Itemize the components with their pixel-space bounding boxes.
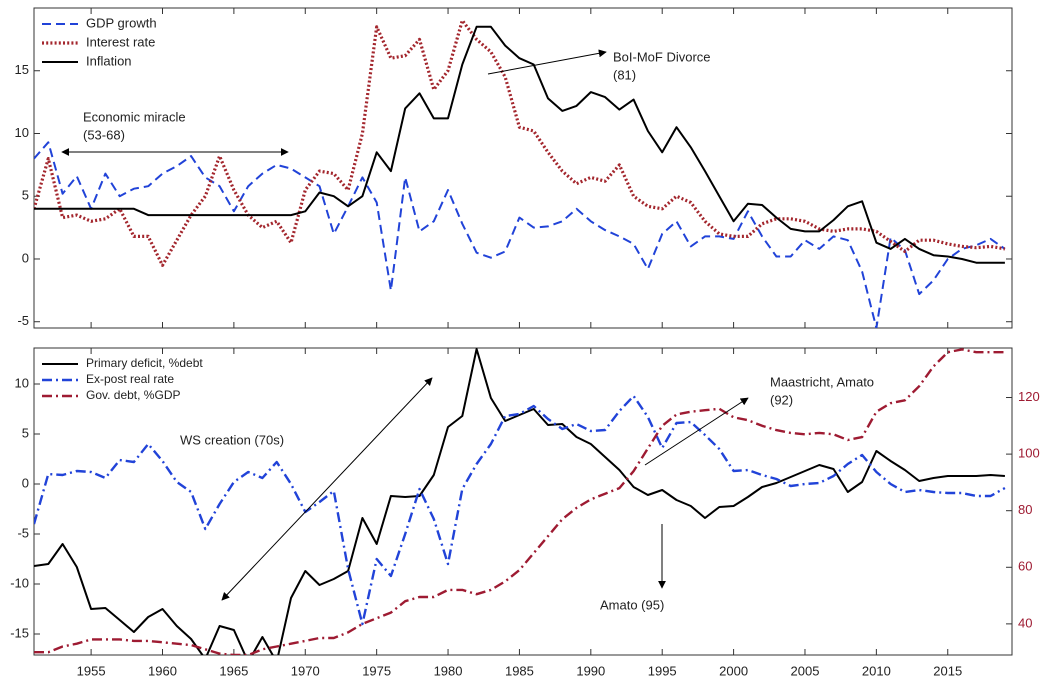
y2-tick-label: 120 [1018,389,1040,404]
y-tick-label: 0 [22,475,29,490]
x-tick-label: 1965 [219,663,248,678]
annotation: WS creation (70s) [180,432,284,447]
legend-label: Primary deficit, %debt [86,356,203,370]
series-line [34,25,1005,264]
legend-label: Ex-post real rate [86,372,174,386]
x-tick-label: 1955 [77,663,106,678]
x-tick-label: 1980 [434,663,463,678]
x-tick-label: 1975 [362,663,391,678]
annotation: BoI-MoF Divorce [613,49,711,64]
annotation-arrow [487,49,607,75]
plot-frame [33,7,1013,329]
x-tick-label: 1990 [576,663,605,678]
y2-tick-label: 60 [1018,559,1032,574]
x-tick-label: 2005 [791,663,820,678]
legend: GDP growth Interest rate Inflation [42,15,157,68]
y-tick-label: 15 [15,62,29,77]
series-line [34,141,1006,328]
x-tick-label: 2000 [719,663,748,678]
annotation-arrow [644,397,749,466]
x-tick-label: 1960 [148,663,177,678]
y2-tick-label: 80 [1018,502,1032,517]
series-line [34,394,1006,626]
y2-tick-label: 40 [1018,615,1032,630]
legend: Primary deficit, %debt Ex-post real rate G… [42,356,203,402]
annotation: (92) [770,392,793,407]
legend-label: GDP growth [86,15,157,30]
y-tick-label: -15 [10,625,29,640]
legend-label: Inflation [86,53,132,68]
legend-label: Interest rate [86,34,155,49]
annotation: (81) [613,67,636,82]
x-tick-label: 1995 [648,663,677,678]
legend-label: Gov. debt, %GDP [86,388,180,402]
y-tick-label: 0 [22,250,29,265]
y-tick-label: 5 [22,425,29,440]
series-line [34,348,1005,655]
y-tick-label: 10 [15,375,29,390]
annotation-arrow [221,377,433,601]
annotation: (53-68) [83,127,125,142]
annotation: Maastricht, Amato [770,374,874,389]
x-tick-label: 2015 [933,663,962,678]
annotation: Amato (95) [600,597,664,612]
y-tick-label: -5 [17,525,29,540]
y2-tick-label: 100 [1018,446,1040,461]
x-tick-label: 2010 [862,663,891,678]
series-line [34,18,1006,267]
y-tick-label: 10 [15,125,29,140]
y-tick-label: 5 [22,188,29,203]
y-tick-label: -10 [10,575,29,590]
x-tick-label: 1985 [505,663,534,678]
x-tick-label: 1970 [291,663,320,678]
y-tick-label: -5 [17,313,29,328]
plot-frame [33,347,1013,656]
annotation: Economic miracle [83,109,186,124]
